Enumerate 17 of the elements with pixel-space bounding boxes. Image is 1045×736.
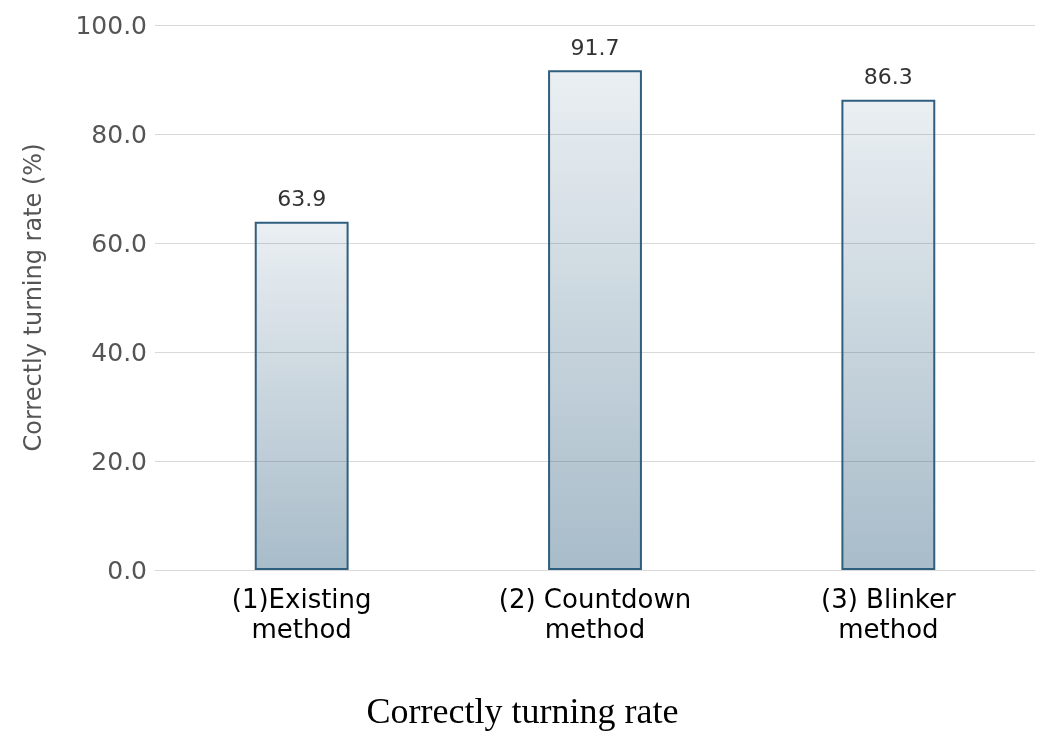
x-tick-label: (1)Existing method [231,584,372,644]
y-tick-label: 20.0 [91,446,147,476]
y-tick-label: 80.0 [91,119,147,149]
bar [548,70,642,570]
y-tick-label: 0.0 [107,555,147,585]
bar [841,99,936,570]
bar [254,221,349,570]
y-tick-label: 100.0 [75,10,147,40]
x-tick-label: (3) Blinker method [821,584,956,644]
y-tick-label: 40.0 [91,337,147,367]
y-tick-label: 60.0 [91,228,147,258]
y-axis-title: Correctly turning rate (%) [19,143,47,452]
data-label: 63.9 [277,186,327,212]
x-tick-label: (2) Countdown method [498,584,692,644]
text: Correctly turning rate [366,691,679,731]
data-label: 86.3 [863,64,913,90]
data-label: 91.7 [570,34,620,60]
